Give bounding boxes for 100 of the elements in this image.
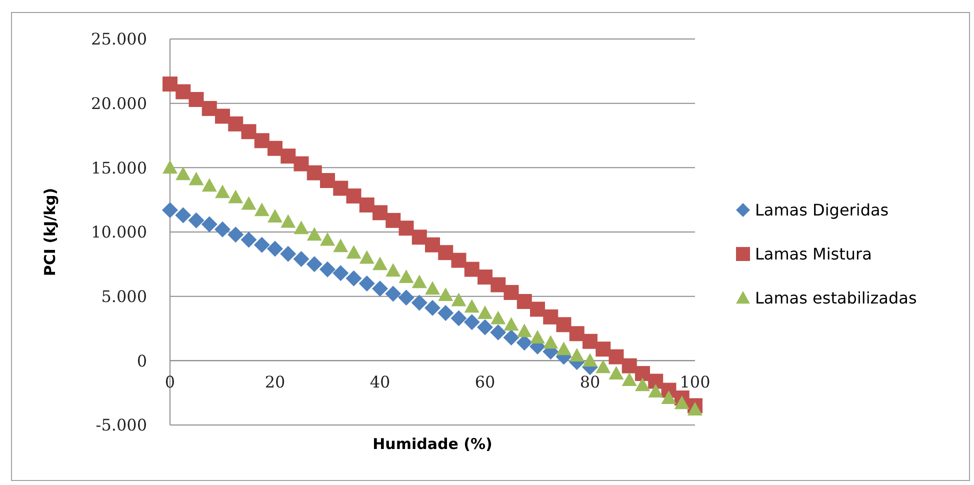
point: [582, 334, 598, 349]
point: [202, 178, 217, 192]
point: [346, 270, 362, 286]
point: [214, 221, 230, 238]
point: [661, 390, 676, 404]
point: [516, 324, 532, 338]
point: [254, 133, 270, 148]
point: [162, 202, 178, 218]
point: [386, 263, 401, 277]
point: [294, 220, 309, 234]
point: [254, 202, 270, 216]
point: [215, 108, 230, 124]
x-tick-label: 60: [474, 372, 496, 392]
point: [635, 378, 650, 392]
point: [648, 384, 664, 398]
point: [306, 256, 322, 272]
point: [385, 286, 402, 302]
point: [201, 216, 218, 232]
point: [346, 245, 362, 259]
point: [320, 173, 335, 188]
point: [228, 190, 244, 204]
point: [293, 251, 310, 268]
point: [569, 348, 584, 362]
point: [398, 270, 414, 284]
point: [372, 256, 388, 270]
point: [188, 172, 204, 186]
point: [268, 209, 282, 223]
point: [622, 358, 637, 374]
point: [346, 188, 362, 204]
point: [478, 306, 492, 320]
point: [608, 366, 624, 380]
point: [280, 246, 296, 262]
point: [386, 212, 401, 228]
y-tick-label: 20.000: [91, 94, 147, 113]
point: [332, 265, 349, 282]
point: [424, 300, 440, 316]
point: [294, 156, 309, 172]
point: [504, 317, 519, 331]
point: [280, 148, 296, 164]
point: [320, 232, 335, 246]
y-tick-label: 0: [136, 351, 147, 370]
point: [412, 274, 427, 288]
point: [450, 310, 467, 326]
point: [240, 232, 257, 248]
point: [268, 140, 282, 156]
point: [359, 250, 374, 264]
point: [411, 294, 428, 311]
point: [254, 236, 270, 253]
y-tick-label: 5.000: [101, 286, 147, 306]
point: [543, 335, 558, 349]
point: [516, 294, 532, 309]
point: [215, 184, 230, 198]
x-axis-title: Humidade (%): [372, 435, 492, 453]
x-tick-label: 20: [264, 372, 286, 392]
point: [622, 372, 637, 386]
point: [306, 165, 322, 180]
point: [490, 310, 506, 324]
point: [451, 292, 466, 306]
point: [503, 330, 520, 346]
point: [674, 396, 690, 410]
x-tick-label: 80: [580, 372, 600, 392]
point: [267, 240, 283, 257]
point: [280, 214, 296, 228]
y-tick-label: -5.000: [96, 416, 147, 435]
point: [464, 299, 480, 313]
legend-label: Lamas estabilizadas: [755, 288, 917, 308]
point: [490, 324, 506, 340]
point: [543, 309, 558, 324]
point: [504, 284, 519, 300]
point: [596, 342, 611, 357]
point: [228, 226, 244, 243]
point: [176, 166, 191, 180]
legend-label: Lamas Digeridas: [755, 200, 889, 220]
point: [398, 290, 414, 306]
point: [478, 270, 492, 285]
point: [372, 205, 388, 220]
point: [333, 238, 348, 252]
x-tick-label: 0: [164, 372, 176, 392]
point: [530, 330, 545, 344]
point: [477, 319, 493, 336]
y-tick-label: 25.000: [91, 30, 147, 49]
x-tick-label: 40: [370, 372, 390, 392]
point: [241, 124, 256, 140]
point: [398, 220, 414, 236]
point: [425, 237, 440, 252]
point: [175, 207, 192, 224]
point: [320, 261, 336, 278]
point: [530, 302, 545, 317]
point: [333, 180, 348, 196]
point: [464, 262, 480, 277]
point: [162, 160, 178, 174]
point: [569, 326, 584, 342]
point: [241, 196, 256, 210]
y-tick-label: 10.000: [91, 222, 147, 242]
point: [582, 353, 598, 367]
x-tick-label: 100: [680, 372, 710, 392]
y-tick-label: 15.000: [91, 158, 147, 178]
point: [556, 317, 572, 332]
point: [202, 100, 217, 116]
point: [635, 366, 650, 382]
